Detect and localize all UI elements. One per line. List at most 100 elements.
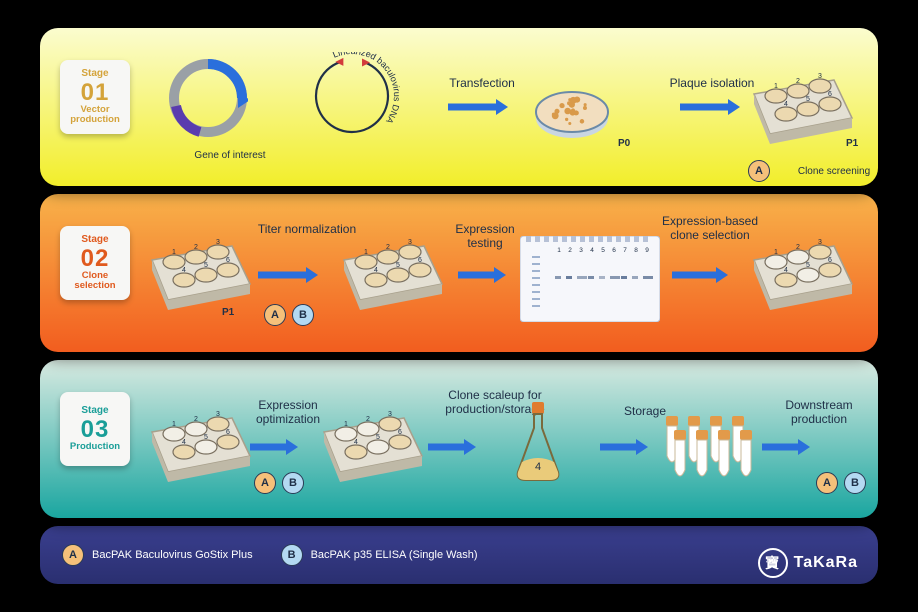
svg-text:5: 5 (806, 96, 810, 103)
svg-text:2: 2 (796, 78, 800, 85)
badge-a-icon: A (264, 304, 286, 326)
well-plate-icon: 1 2 3 4 5 6 (144, 238, 254, 317)
flask-icon: 4 (508, 400, 568, 491)
stage-3-title: Production (70, 442, 120, 452)
brand-glyph-icon: 寶 (758, 548, 788, 578)
svg-text:6: 6 (226, 429, 230, 436)
linearized-dna-icon: Linearized baculovirus DNA (308, 52, 428, 157)
svg-text:5: 5 (601, 247, 605, 254)
label-transfection: Transfection (442, 76, 522, 90)
arrow-p2-2 (672, 266, 728, 284)
svg-text:4: 4 (590, 247, 594, 254)
diagram-canvas: A BacPAK Baculovirus GoStix Plus B BacPA… (40, 28, 878, 584)
stage-3-number: 03 (81, 417, 110, 442)
badge-a-icon: A (254, 472, 276, 494)
panel-stage-1: Stage 01 Vectorproduction Gene of intere… (40, 28, 878, 186)
svg-text:2: 2 (386, 244, 390, 251)
svg-text:2: 2 (194, 244, 198, 251)
label-expression-testing: Expressiontesting (440, 222, 530, 250)
well-plate-icon: 123456 (316, 410, 426, 489)
svg-text:4: 4 (535, 461, 541, 473)
svg-text:2: 2 (194, 416, 198, 423)
svg-text:6: 6 (612, 247, 616, 254)
badge-a-icon: A (816, 472, 838, 494)
svg-text:1: 1 (774, 249, 778, 256)
svg-text:1: 1 (774, 83, 778, 90)
svg-text:3: 3 (216, 411, 220, 418)
svg-text:9: 9 (645, 247, 649, 254)
svg-text:4: 4 (182, 439, 186, 446)
badge-row: AB (254, 472, 304, 494)
svg-text:2: 2 (366, 416, 370, 423)
svg-text:2: 2 (568, 247, 572, 254)
svg-text:3: 3 (579, 247, 583, 254)
badge-b-icon: B (282, 472, 304, 494)
svg-text:1: 1 (364, 249, 368, 256)
brand-text: TaKaRa (794, 554, 858, 572)
arrow-p1-0 (448, 98, 508, 116)
stage-tile-2: Stage 02 Cloneselection (60, 226, 130, 300)
badge-row: AB (264, 304, 314, 326)
legend-panel: A BacPAK Baculovirus GoStix Plus B BacPA… (40, 526, 878, 584)
svg-text:4: 4 (374, 267, 378, 274)
svg-text:5: 5 (396, 262, 400, 269)
label-p1-b: P1 (222, 307, 234, 318)
svg-text:3: 3 (388, 411, 392, 418)
legend-b-text: BacPAK p35 ELISA (Single Wash) (311, 549, 478, 561)
svg-text:3: 3 (818, 73, 822, 80)
svg-text:8: 8 (634, 247, 638, 254)
label-downstream: Downstreamproduction (764, 398, 874, 426)
svg-text:4: 4 (784, 267, 788, 274)
stage-2-number: 02 (81, 246, 110, 271)
svg-text:2: 2 (796, 244, 800, 251)
svg-text:5: 5 (204, 434, 208, 441)
svg-text:4: 4 (784, 101, 788, 108)
label-clone-screening: Clone screening (774, 166, 894, 177)
svg-text:3: 3 (818, 239, 822, 246)
label-p0: P0 (618, 138, 630, 149)
plasmid-icon (168, 58, 248, 143)
svg-text:1: 1 (557, 247, 561, 254)
stage-2-title: Cloneselection (74, 271, 115, 291)
stage-1-title: Vectorproduction (70, 105, 120, 125)
tubes-icon (660, 410, 756, 487)
stage-1-number: 01 (81, 80, 110, 105)
badge-b-icon: B (281, 544, 303, 566)
badge-a-icon: A (62, 544, 84, 566)
svg-text:5: 5 (806, 262, 810, 269)
svg-text:6: 6 (828, 257, 832, 264)
badge-a-icon: A (748, 160, 770, 182)
svg-text:1: 1 (344, 421, 348, 428)
well-plate-icon: 1 2 3 4 5 6 (336, 238, 446, 317)
svg-text:6: 6 (418, 257, 422, 264)
badge-b-icon: B (844, 472, 866, 494)
well-plate-icon: 1 2 3 4 5 6 (746, 238, 856, 317)
stage-tile-1: Stage 01 Vectorproduction (60, 60, 130, 134)
legend-a-text: BacPAK Baculovirus GoStix Plus (92, 549, 253, 561)
panel-stage-3: Stage 03 Production 123456Expressionopti… (40, 360, 878, 518)
arrow-p3-1 (428, 438, 476, 456)
svg-text:3: 3 (216, 239, 220, 246)
petri-dish-icon (532, 84, 612, 145)
well-plate-icon: 123456 (746, 72, 856, 151)
arrow-p2-1 (458, 266, 506, 284)
svg-text:5: 5 (204, 262, 208, 269)
arrow-p2-0 (258, 266, 318, 284)
svg-text:1: 1 (172, 249, 176, 256)
label-p1: P1 (846, 138, 858, 149)
brand-logo: 寶 TaKaRa (758, 548, 858, 578)
arrow-p3-2 (600, 438, 648, 456)
gel-blot-icon: 123456789 (520, 236, 660, 327)
svg-text:4: 4 (354, 439, 358, 446)
arrow-p3-0 (250, 438, 298, 456)
badge-row: AB (816, 472, 866, 494)
svg-text:7: 7 (623, 247, 627, 254)
badge-row: A (748, 160, 770, 182)
svg-text:1: 1 (172, 421, 176, 428)
svg-text:6: 6 (226, 257, 230, 264)
label-gene-of-interest: Gene of interest (170, 150, 290, 161)
label-titer-normalization: Titer normalization (242, 222, 372, 236)
svg-text:4: 4 (182, 267, 186, 274)
stage-tile-3: Stage 03 Production (60, 392, 130, 466)
svg-text:3: 3 (408, 239, 412, 246)
